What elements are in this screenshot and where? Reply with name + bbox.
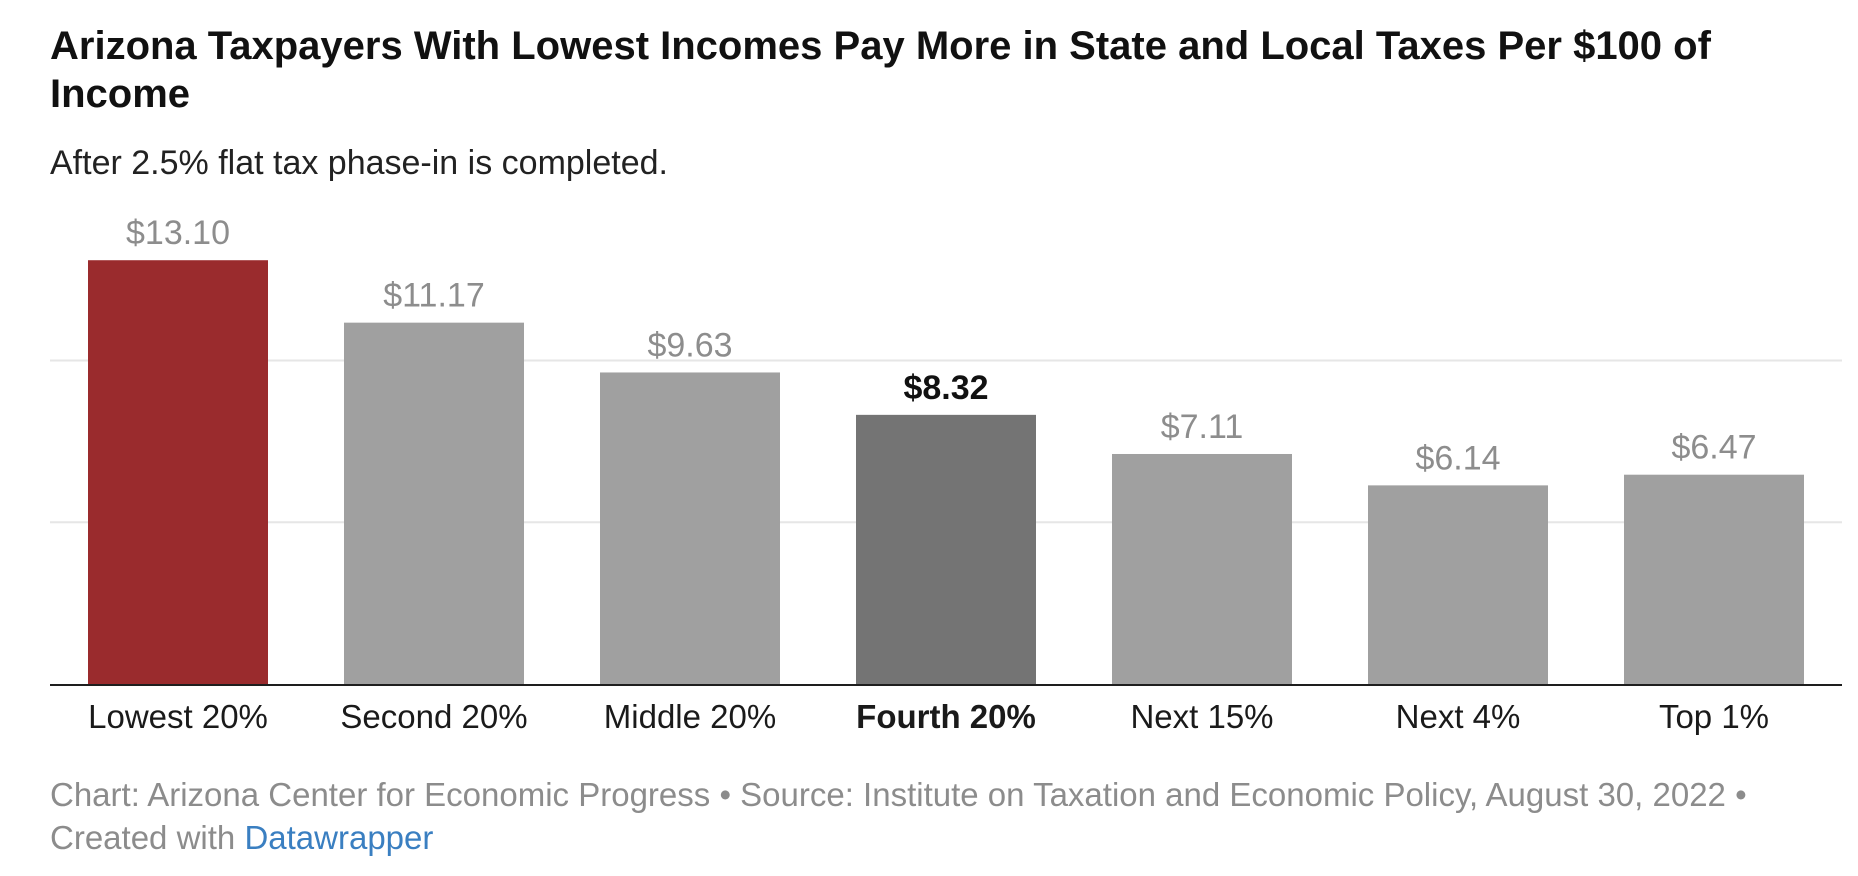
category-label-6: Top 1% [1659, 698, 1769, 735]
value-label-5: $6.14 [1415, 439, 1500, 477]
category-label-5: Next 4% [1396, 698, 1521, 735]
value-label-0: $13.10 [126, 214, 230, 252]
bar-3 [856, 414, 1036, 684]
chart-subtitle: After 2.5% flat tax phase-in is complete… [50, 144, 668, 182]
category-label-4: Next 15% [1130, 698, 1273, 735]
category-label-3: Fourth 20% [856, 698, 1036, 735]
bar-6 [1624, 474, 1804, 684]
datawrapper-link[interactable]: Datawrapper [244, 818, 434, 856]
chart-title: Arizona Taxpayers With Lowest Incomes Pa… [50, 24, 1711, 116]
chart-footer: Chart: Arizona Center for Economic Progr… [50, 774, 1810, 860]
value-label-3: $8.32 [903, 369, 988, 407]
bar-2 [600, 372, 780, 684]
category-label-1: Second 20% [340, 698, 527, 735]
value-label-6: $6.47 [1671, 429, 1756, 467]
value-label-2: $9.63 [647, 326, 732, 364]
footer-credits: Chart: Arizona Center for Economic Progr… [50, 776, 1747, 856]
bar-0 [88, 260, 268, 684]
bar-1 [344, 322, 524, 684]
bar-5 [1368, 485, 1548, 684]
bars [88, 260, 1804, 684]
value-labels: $13.10 $11.17 $9.63 $8.32 $7.11 $6.14 $6.47 [126, 214, 1757, 477]
value-label-1: $11.17 [383, 277, 484, 315]
category-label-2: Middle 20% [604, 698, 776, 735]
x-axis: Lowest 20% Second 20% Middle 20% Fourth 20%… [50, 684, 1842, 735]
bar-4 [1112, 453, 1292, 684]
value-label-4: $7.11 [1161, 408, 1244, 446]
category-label-0: Lowest 20% [88, 698, 268, 735]
